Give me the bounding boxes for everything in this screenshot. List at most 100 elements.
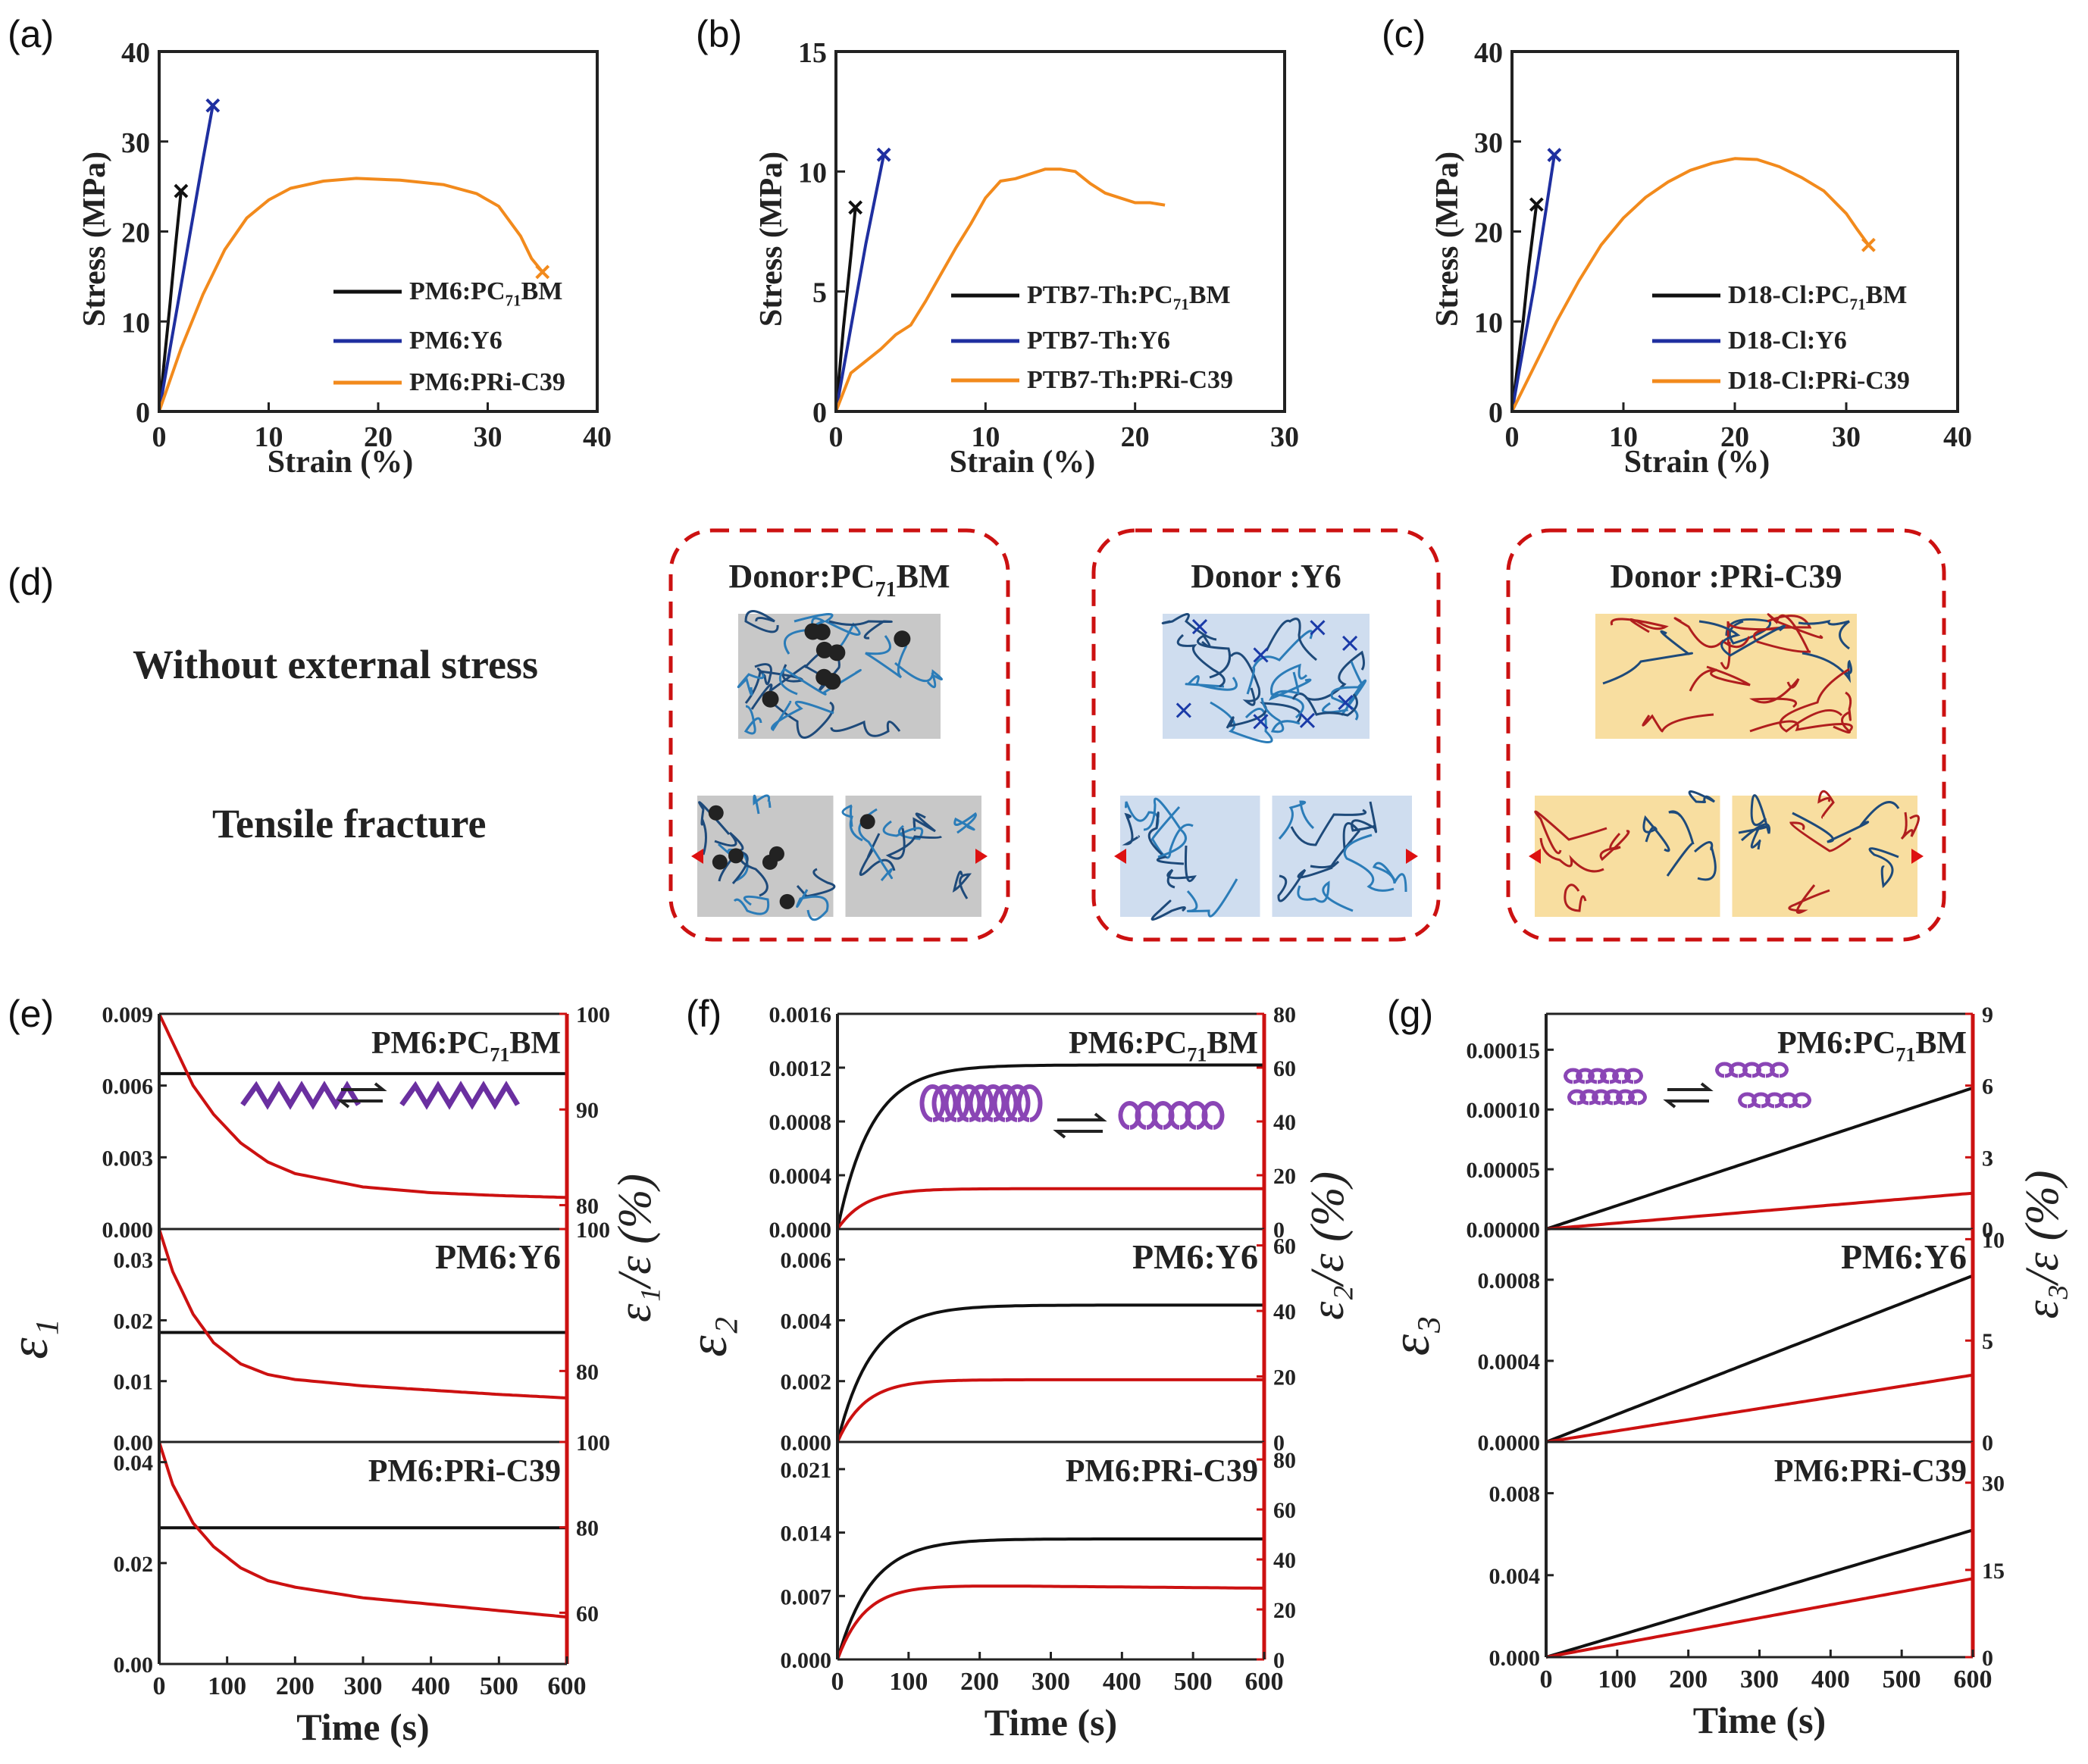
polymer-chain <box>1689 665 1751 692</box>
right-tick-label: 100 <box>576 1002 610 1027</box>
y-tick-label: 0 <box>1489 397 1503 429</box>
left-axis-label: ε₃ <box>1380 1315 1441 1356</box>
polymer-chain <box>841 804 863 842</box>
legend-entry: PM6:PRi-C39 <box>409 368 565 396</box>
y-tick-label: 20 <box>1474 217 1503 249</box>
label-part: BM <box>1189 281 1231 309</box>
left-tick-label: 0.0012 <box>769 1056 832 1081</box>
fullerene-cluster <box>815 641 833 658</box>
polymer-chain <box>731 851 769 897</box>
label-part: PM6:PC <box>1777 1026 1895 1061</box>
x-tick-label: 400 <box>1103 1668 1141 1696</box>
panel-label: (g) <box>1387 993 1433 1035</box>
subplot-3: 0.000 0.007 0.014 0.021 0 20 40 60 80 PM6:PRi-C39 <box>781 1440 1296 1673</box>
subplot-label: PM6:PC71BM <box>1069 1026 1258 1066</box>
x-tick-label: 20 <box>1121 421 1150 453</box>
strain-series-black <box>1545 1086 1974 1231</box>
polymer-chain <box>1534 810 1607 855</box>
left-tick-label: 0.006 <box>102 1074 154 1099</box>
polymer-chain <box>1310 822 1360 868</box>
stress-strain-chart-c: (c) D18-Cl:PC71BM D18-Cl:Y6 D18-Cl:PRi-C39 0… <box>1382 13 1972 480</box>
polymer-chain <box>1720 621 1780 670</box>
fullerene-cluster <box>894 630 911 648</box>
ratio-series-red <box>158 1013 568 1199</box>
box-title: Donor:PC71BM <box>729 558 950 602</box>
label-part: PM6:PC <box>409 277 506 305</box>
ratio-series-red <box>1545 1191 1974 1231</box>
left-tick-label: 0.0008 <box>769 1110 832 1135</box>
polymer-chain <box>698 801 731 855</box>
left-tick-label: 0.0000 <box>1478 1431 1541 1456</box>
right-tick-label: 15 <box>1982 1559 2005 1584</box>
x-tick-label: 40 <box>1943 421 1972 453</box>
subplot-label: PM6:Y6 <box>1841 1237 1967 1276</box>
legend-entry: PM6:PC71BM <box>409 277 562 310</box>
series-line <box>1510 157 1870 412</box>
polymer-chain <box>1246 630 1313 695</box>
left-tick-label: 0.003 <box>102 1146 154 1171</box>
right-tick-label: 0 <box>1273 1431 1285 1456</box>
stress-strain-chart-b: (b) PTB7-Th:PC71BM PTB7-Th:Y6 PTB7-Th:PRi-C… <box>696 13 1299 480</box>
right-tick-label: 80 <box>1273 1448 1296 1473</box>
left-tick-label: 0.014 <box>781 1522 832 1547</box>
series-line <box>834 167 1166 412</box>
axes-frame <box>1510 50 1959 413</box>
polymer-chain <box>1260 697 1301 733</box>
label-part: PTB7-Th:PC <box>1027 281 1173 309</box>
x-axis-label: Time (s) <box>985 1701 1117 1744</box>
polymer-chain <box>1673 617 1751 649</box>
right-tick-label: 20 <box>1273 1598 1296 1623</box>
polymer-chain <box>737 673 765 696</box>
strain-series-black <box>836 1303 1264 1443</box>
polymer-chain <box>1666 810 1695 877</box>
tension-arrow-right <box>1406 849 1418 864</box>
legend-entry: PTB7-Th:PRi-C39 <box>1027 366 1233 394</box>
zigzag-chain-stretched <box>399 1081 521 1110</box>
x-tick-label: 300 <box>1740 1665 1779 1694</box>
x-tick-label: 500 <box>1174 1668 1213 1696</box>
polymer-chain <box>953 812 977 834</box>
polymer-chain <box>1868 847 1899 889</box>
chain-conformation-inset <box>240 1081 521 1110</box>
right-tick-label: 6 <box>1982 1074 1993 1099</box>
left-tick-label: 0.0004 <box>1478 1350 1541 1375</box>
right-axis-label: ε₁/ε (%) <box>609 1174 661 1322</box>
polymer-chain <box>1143 797 1187 859</box>
left-tick-label: 0.00 <box>114 1653 154 1678</box>
right-tick-label: 90 <box>576 1098 599 1123</box>
left-tick-label: 0.0016 <box>769 1002 832 1027</box>
polymer-chain <box>1767 613 1823 652</box>
polymer-chain <box>1269 663 1308 719</box>
polymer-chain <box>1688 790 1716 803</box>
x-tick-label: 20 <box>1720 421 1749 453</box>
tension-arrow-right <box>1911 849 1924 864</box>
x-tick-label: 0 <box>153 1672 166 1700</box>
fullerene-cluster <box>813 623 831 640</box>
row-label-unstressed: Without external stress <box>133 642 538 687</box>
polymer-chain <box>1297 880 1354 912</box>
y-tick-label: 0 <box>812 397 827 429</box>
x-tick-label: 400 <box>1811 1665 1850 1694</box>
x-tick-label: 40 <box>583 421 612 453</box>
schematic-panel-d: (d) Without external stress Tensile fractu… <box>8 528 1946 942</box>
right-tick-label: 9 <box>1982 1002 1993 1027</box>
y6-acceptor <box>1253 647 1269 663</box>
label-subscript: 71 <box>1173 296 1189 314</box>
dashed-frame <box>1506 528 1946 942</box>
fullerene-cluster <box>762 690 779 708</box>
panel-label: (f) <box>686 993 722 1035</box>
y6-acceptor <box>1253 714 1269 730</box>
polymer-chain <box>1817 790 1835 819</box>
y6-acceptor <box>1310 620 1326 636</box>
label-subscript: 71 <box>506 292 521 310</box>
label-part: BM <box>1207 1026 1258 1061</box>
right-tick-label: 40 <box>1273 1300 1296 1325</box>
polymer-chain <box>771 700 834 731</box>
left-tick-label: 0.004 <box>1489 1564 1541 1589</box>
time-chart-g: (g)0.000000.000050.000100.000150369PM6:P… <box>1380 993 2068 1741</box>
polymer-chain <box>796 889 829 921</box>
fullerene-cluster <box>824 673 841 690</box>
left-tick-label: 0.021 <box>781 1458 832 1483</box>
polymer-chain <box>830 720 901 737</box>
